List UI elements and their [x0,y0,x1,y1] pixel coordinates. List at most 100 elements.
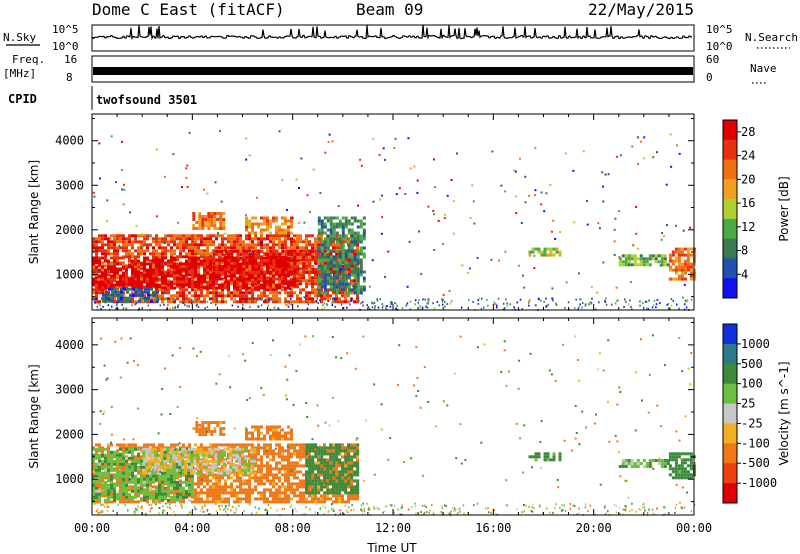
cell [356,219,360,223]
scatter-point [528,299,531,302]
cell [266,280,269,284]
cell [212,500,215,504]
cell [344,273,348,277]
scatter-point [486,298,488,301]
cell [137,280,140,284]
cell [224,479,227,483]
cell [296,500,299,504]
cell [182,497,185,501]
cell [326,228,330,232]
scatter-point [545,297,547,300]
scatter-point [116,301,118,304]
cell [674,265,678,269]
cell [203,297,206,301]
cell [218,267,222,271]
cell [278,246,281,250]
cell [674,256,678,260]
cell [302,270,306,274]
cell [126,287,129,291]
cell [137,455,140,459]
cell [230,267,234,271]
cell [296,494,299,498]
cell [173,234,176,238]
cell [660,263,664,267]
cell [113,262,116,266]
cell [182,300,185,304]
cell [125,500,128,504]
cell [170,262,173,266]
scatter-point [433,158,435,161]
cell [156,296,159,300]
cell [101,474,104,478]
cell [107,473,110,477]
cell [176,291,179,295]
cell [95,471,98,475]
cell [197,497,200,501]
scatter-point [670,304,673,307]
cell [137,246,140,250]
cell [260,455,263,459]
cell [98,480,101,484]
cell [335,270,339,274]
scatter-point [381,216,384,219]
cell [107,456,110,460]
scatter-point [99,304,101,307]
cell [191,265,194,269]
cell [671,262,675,266]
cell [677,256,681,260]
scatter-point [448,290,451,292]
cell [230,261,233,265]
cell [362,252,366,256]
cell [266,297,269,301]
cell [224,491,227,495]
cell [221,455,224,459]
cell [185,273,188,277]
cell [146,271,149,275]
cell [185,300,188,304]
cell [158,265,161,269]
cell [221,261,224,265]
scatter-point [121,188,124,191]
cell [257,249,261,253]
cell [215,279,218,283]
cell [212,240,215,244]
cell [686,253,690,257]
cell [278,262,281,266]
cell [206,286,209,290]
cell [128,497,131,501]
cell [113,249,116,253]
cell [260,258,264,262]
cell [210,224,214,227]
cell [290,446,293,450]
cell [347,222,351,226]
scatter-point [185,167,188,170]
cell [251,222,254,226]
cell [290,485,293,489]
cell [314,252,318,256]
cell [338,276,341,280]
cell [236,476,239,480]
cell [212,491,215,495]
cell [188,259,191,263]
cell [92,483,95,487]
scatter-point [350,298,353,300]
cell [158,283,161,287]
cell [224,243,227,247]
scatter-point [487,304,489,307]
cell [215,288,218,292]
cell [236,494,239,498]
cell [216,218,220,221]
cell [260,222,263,226]
cell [203,268,206,272]
cell [182,297,185,301]
cell [119,497,122,501]
cell [188,270,191,274]
cell [272,234,275,238]
cell [284,476,287,480]
cell [540,250,544,254]
y-axis-title: Slant Range [km] [27,160,41,264]
cell [335,294,338,298]
cell [281,497,284,501]
cell [677,250,681,254]
scatter-point [256,196,258,199]
